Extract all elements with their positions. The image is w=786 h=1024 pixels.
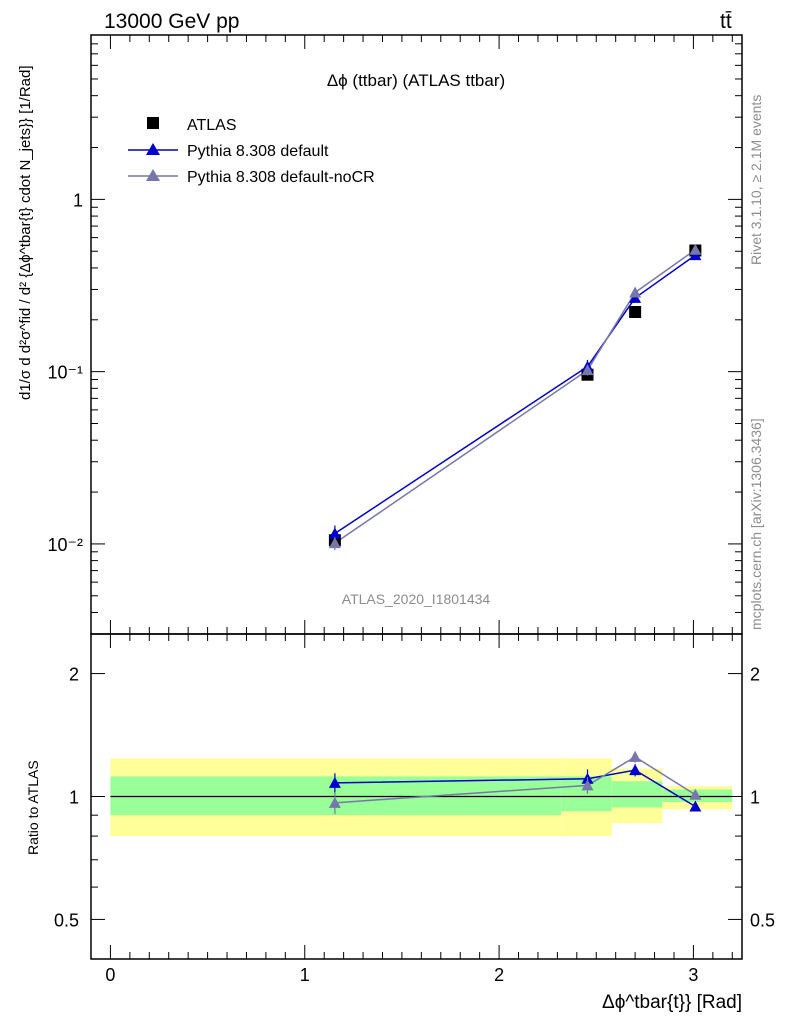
x-axis-label: Δϕ^tbar{t}} [Rad] [602, 992, 742, 1013]
legend-label-atlas: ATLAS [187, 117, 237, 134]
plot-title: Δϕ (ttbar) (ATLAS ttbar) [327, 71, 505, 90]
data-point-2 [629, 286, 642, 298]
ratio-point-1 [689, 788, 702, 800]
ratio-band-green [611, 781, 663, 808]
x-tick-label: 3 [688, 965, 698, 985]
series-line-1 [334, 254, 696, 535]
rivet-label-text: Rivet 3.1.10, ≥ 2.1M events [748, 95, 764, 265]
data-point-2 [689, 243, 702, 255]
x-tick-label: 0 [105, 965, 115, 985]
analysis-watermark: ATLAS_2020_I1801434 [342, 591, 491, 607]
legend-label-default: Pythia 8.308 default [187, 143, 329, 160]
legend: ATLAS Pythia 8.308 default Pythia 8.308 … [128, 117, 375, 186]
channel-label: tt̄ [720, 10, 732, 33]
main-y-tick-label: 10⁻² [47, 535, 83, 555]
mcplots-label: mcplots.cern.ch [arXiv:1306.3436] [748, 418, 764, 630]
ratio-y-tick-label-right: 2 [750, 665, 760, 685]
main-y-axis-label-text: d1/σ d d²σ^fid / d² {Δϕ^tbar{t} cdot N_j… [17, 65, 34, 400]
ratio-y-axis-label-text: Ratio to ATLAS [25, 760, 41, 855]
data-point-2 [581, 364, 594, 376]
ratio-line-0 [334, 769, 696, 808]
series-line-2 [334, 249, 696, 544]
legend-marker-default [146, 143, 160, 155]
main-plot-panel: 10⁻² 10⁻¹ 1 Δϕ (ttbar) (ATLAS ttbar) ATLAS… [47, 34, 743, 635]
ratio-y-tick-label-right: 0.5 [750, 910, 775, 930]
ratio-panel-frame [90, 633, 743, 960]
ratio-y-tick-label-left: 0.5 [54, 910, 79, 930]
ratio-point-1 [581, 779, 594, 791]
ratio-y-tick-label-right: 1 [750, 788, 760, 808]
rivet-label: Rivet 3.1.10, ≥ 2.1M events [748, 95, 764, 265]
ratio-point-1 [328, 796, 341, 808]
ratio-line-1 [334, 756, 696, 804]
ratio-plot-panel: 0.5 0.5 1 1 2 2 0 1 2 3 [54, 633, 775, 985]
main-y-tick-label: 1 [73, 190, 83, 210]
legend-marker-atlas [147, 117, 159, 129]
main-y-tick-label: 10⁻¹ [47, 363, 83, 383]
mcplots-label-text: mcplots.cern.ch [arXiv:1306.3436] [748, 418, 764, 630]
ratio-y-tick-label-left: 2 [69, 665, 79, 685]
process-label: 13000 GeV pp [104, 10, 239, 33]
ratio-point-1 [629, 750, 642, 762]
ratio-point-0 [328, 776, 341, 788]
legend-marker-nocr [146, 169, 160, 181]
legend-label-nocr: Pythia 8.308 default-noCR [187, 169, 375, 186]
ratio-y-tick-label-left: 1 [69, 788, 79, 808]
x-tick-label: 1 [300, 965, 310, 985]
ratio-point-0 [629, 764, 642, 776]
ratio-point-0 [689, 800, 702, 812]
main-y-axis-label: d1/σ d d²σ^fid / d² {Δϕ^tbar{t} cdot N_j… [17, 65, 34, 400]
data-point-atlas [629, 305, 642, 318]
data-point-2 [328, 537, 341, 549]
x-tick-label: 2 [494, 965, 504, 985]
data-point-1 [328, 527, 341, 539]
ratio-y-axis-label: Ratio to ATLAS [25, 760, 41, 855]
